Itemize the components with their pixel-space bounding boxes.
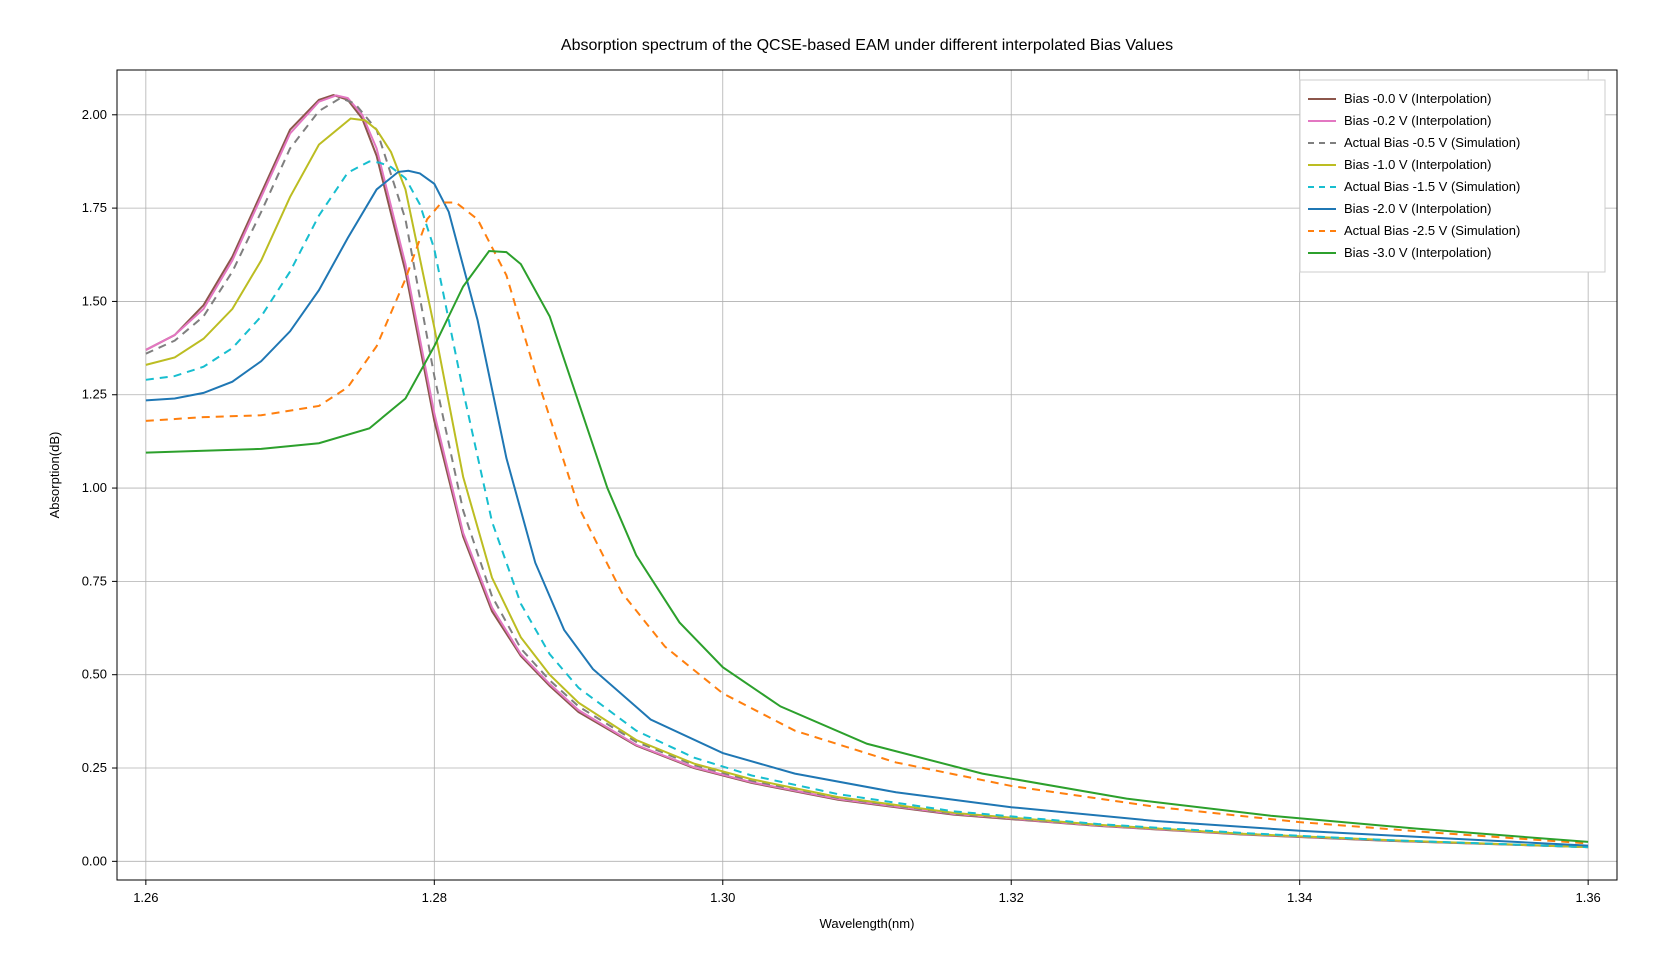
legend-label: Actual Bias -2.5 V (Simulation) xyxy=(1344,223,1520,238)
ytick-label: 1.75 xyxy=(81,200,106,215)
xtick-label: 1.30 xyxy=(710,890,735,905)
ytick-label: 1.25 xyxy=(81,387,106,402)
ytick-label: 0.75 xyxy=(81,573,106,588)
ytick-label: 1.00 xyxy=(81,480,106,495)
x-axis-label: Wavelength(nm) xyxy=(819,916,914,931)
chart-container: Absorption spectrum of the QCSE-based EA… xyxy=(22,20,1642,940)
legend-label: Bias -0.2 V (Interpolation) xyxy=(1344,113,1491,128)
ytick-label: 0.50 xyxy=(81,667,106,682)
ytick-label: 0.00 xyxy=(81,853,106,868)
xtick-label: 1.36 xyxy=(1575,890,1600,905)
chart-svg: Absorption spectrum of the QCSE-based EA… xyxy=(22,20,1642,940)
legend-label: Bias -3.0 V (Interpolation) xyxy=(1344,245,1491,260)
chart-title: Absorption spectrum of the QCSE-based EA… xyxy=(560,37,1172,54)
xtick-label: 1.32 xyxy=(998,890,1023,905)
legend-box xyxy=(1300,80,1605,272)
legend-label: Actual Bias -1.5 V (Simulation) xyxy=(1344,179,1520,194)
legend-label: Bias -0.0 V (Interpolation) xyxy=(1344,91,1491,106)
xtick-label: 1.28 xyxy=(421,890,446,905)
legend-label: Bias -2.0 V (Interpolation) xyxy=(1344,201,1491,216)
xtick-label: 1.26 xyxy=(133,890,158,905)
series-line xyxy=(145,251,1587,842)
y-axis-label: Absorption(dB) xyxy=(47,432,62,519)
legend-label: Actual Bias -0.5 V (Simulation) xyxy=(1344,135,1520,150)
series-line xyxy=(145,203,1587,844)
legend-label: Bias -1.0 V (Interpolation) xyxy=(1344,157,1491,172)
ytick-label: 2.00 xyxy=(81,107,106,122)
ytick-label: 1.50 xyxy=(81,293,106,308)
xtick-label: 1.34 xyxy=(1287,890,1312,905)
ytick-label: 0.25 xyxy=(81,760,106,775)
